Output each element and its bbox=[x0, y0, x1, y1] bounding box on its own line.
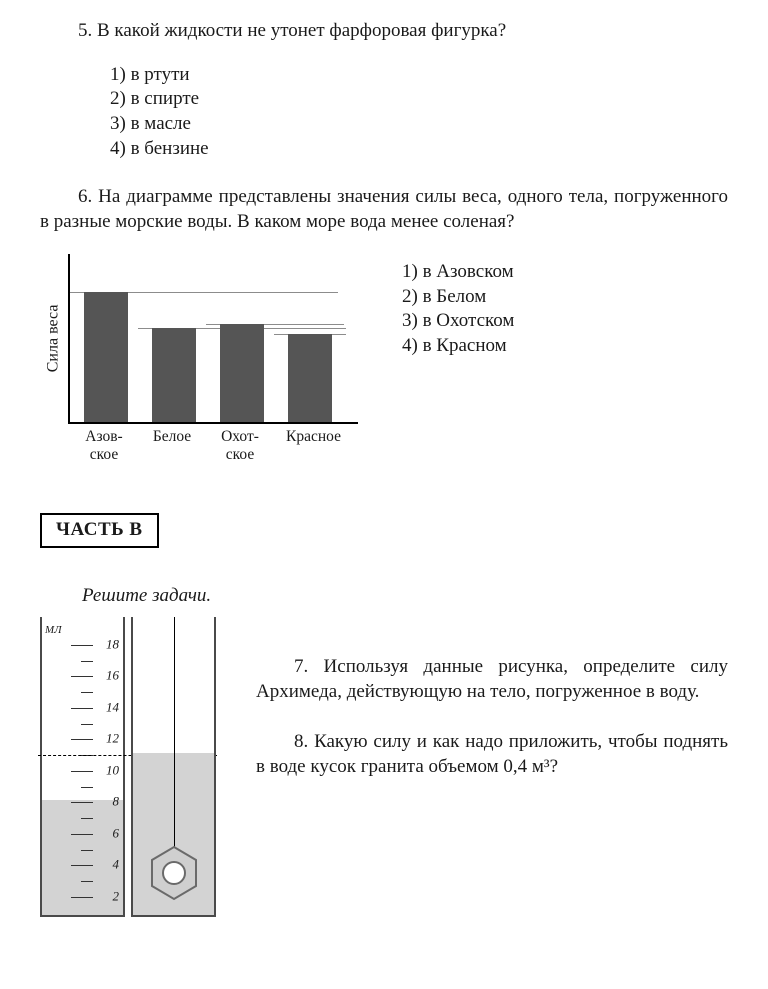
bar-red bbox=[288, 334, 332, 422]
q6-prompt: 6. На диаграмме представлены значения си… bbox=[40, 185, 728, 234]
part-b-instruction: Решите задачи. bbox=[82, 584, 728, 609]
q6-options: 1) в Азовском 2) в Белом 3) в Охотском 4… bbox=[402, 260, 514, 359]
bar-beloe bbox=[152, 328, 196, 422]
q5-prompt: 5. В какой жидкости не утонет фарфоровая… bbox=[40, 19, 728, 44]
chart-xlabels: Азов-ское Белое Охот-ское Красное bbox=[68, 424, 358, 464]
chart-ylabel: Сила веса bbox=[44, 305, 65, 373]
cylinder-left: МЛ 18161412108642 bbox=[40, 617, 125, 917]
nut-icon bbox=[146, 845, 202, 909]
question-6: 6. На диаграмме представлены значения си… bbox=[40, 185, 728, 463]
q5-options: 1) в ртути 2) в спирте 3) в масле 4) в б… bbox=[110, 63, 728, 162]
thread-line bbox=[174, 617, 175, 857]
q6-opt-3: 3) в Охотском bbox=[402, 309, 514, 334]
xlabel-2: Охот-ское bbox=[218, 428, 262, 464]
xlabel-3: Красное bbox=[286, 428, 330, 464]
q6-opt-2: 2) в Белом bbox=[402, 285, 514, 310]
cylinders-and-q78: МЛ 18161412108642 7. Используя данные ри… bbox=[40, 617, 728, 917]
question-5: 5. В какой жидкости не утонет фарфоровая… bbox=[40, 19, 728, 161]
cyl-scale: 18161412108642 bbox=[63, 645, 93, 895]
bar-azov bbox=[84, 292, 128, 422]
q5-opt-1: 1) в ртути bbox=[110, 63, 728, 88]
q5-opt-2: 2) в спирте bbox=[110, 87, 728, 112]
chart-plot-area bbox=[68, 254, 358, 424]
bar-okhot bbox=[220, 324, 264, 422]
q8-text: 8. Какую силу и как надо прило­жить, что… bbox=[256, 730, 728, 779]
cylinder-right bbox=[131, 617, 216, 917]
cyl-unit: МЛ bbox=[45, 623, 62, 637]
bar-chart: Сила веса Азов-ское Белое Охот-ское Крас… bbox=[40, 254, 358, 464]
cylinder-figure: МЛ 18161412108642 bbox=[40, 617, 216, 917]
q7-text: 7. Используя данные рисунка, определите … bbox=[256, 655, 728, 704]
xlabel-0: Азов-ское bbox=[82, 428, 126, 464]
q6-opt-1: 1) в Азовском bbox=[402, 260, 514, 285]
q5-opt-4: 4) в бензине bbox=[110, 137, 728, 162]
xlabel-1: Белое bbox=[150, 428, 194, 464]
q5-opt-3: 3) в масле bbox=[110, 112, 728, 137]
part-b-heading: ЧАСТЬ B bbox=[40, 513, 159, 548]
q6-opt-4: 4) в Красном bbox=[402, 334, 514, 359]
